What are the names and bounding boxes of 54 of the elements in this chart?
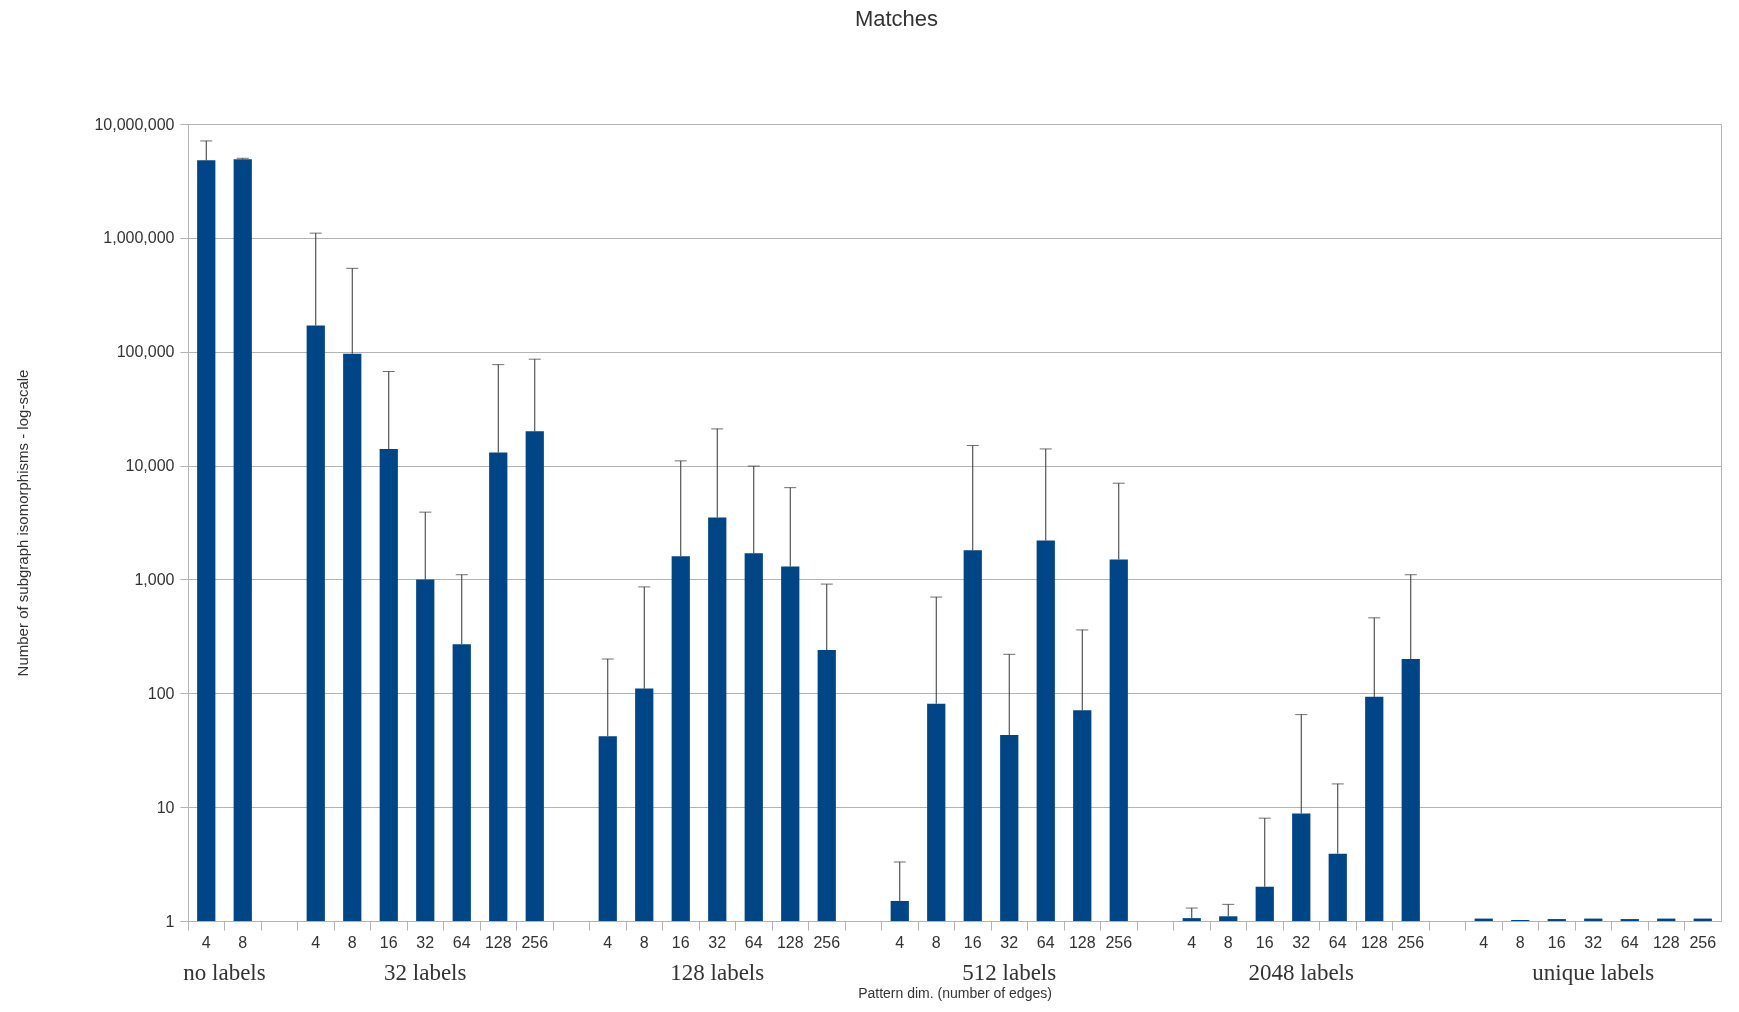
x-tick-label: 64 — [1036, 933, 1055, 951]
x-tick-label: 16 — [963, 933, 982, 951]
x-tick-label: 128 — [484, 933, 512, 951]
x-tick-label: 64 — [452, 933, 471, 951]
x-tick-label: 32 — [416, 933, 435, 951]
x-tick-label: 4 — [311, 933, 321, 951]
y-tick-label: 10,000,000 — [94, 115, 175, 133]
x-tick-label: 4 — [1187, 933, 1197, 951]
x-tick-label: 8 — [1223, 933, 1233, 951]
x-tick-label: 4 — [1479, 933, 1489, 951]
text: no labels — [183, 960, 266, 985]
x-tick-label: 16 — [379, 933, 398, 951]
x-tick-label: 256 — [813, 933, 841, 951]
x-tick-label: 16 — [1547, 933, 1566, 951]
x-tick-label: 64 — [1620, 933, 1639, 951]
x-tick-label: 4 — [895, 933, 905, 951]
x-tick-label: 8 — [238, 933, 248, 951]
x-tick-label: 256 — [1689, 933, 1717, 951]
x-tick-label: 16 — [1255, 933, 1274, 951]
x-tick-label: 64 — [744, 933, 763, 951]
text: 128 labels — [670, 960, 765, 985]
y-tick-label: 10,000 — [125, 457, 175, 475]
x-tick-label: 32 — [1000, 933, 1019, 951]
y-axis-title: Number of subgraph isomorphisms - log-scale — [13, 369, 31, 677]
x-tick-label: 256 — [1397, 933, 1425, 951]
x-tick-label: 128 — [776, 933, 804, 951]
x-tick-label: 64 — [1328, 933, 1347, 951]
x-tick-label: 256 — [1105, 933, 1133, 951]
y-tick-label: 10 — [156, 798, 175, 816]
y-tick-label: 1,000 — [134, 570, 175, 588]
text: 32 labels — [384, 960, 467, 985]
x-tick-label: 8 — [639, 933, 649, 951]
x-tick-label: 32 — [1292, 933, 1311, 951]
text: 512 labels — [962, 960, 1057, 985]
text: unique labels — [1532, 960, 1655, 985]
x-tick-label: 128 — [1360, 933, 1388, 951]
y-tick-label: 100 — [147, 684, 175, 702]
x-tick-label: 8 — [1515, 933, 1525, 951]
x-tick-label: 32 — [1584, 933, 1603, 951]
x-tick-label: 8 — [347, 933, 357, 951]
x-tick-label: 32 — [708, 933, 727, 951]
x-tick-label: 16 — [671, 933, 690, 951]
chart-title: Matches — [854, 6, 939, 31]
x-tick-label: 128 — [1068, 933, 1096, 951]
x-tick-label: 8 — [931, 933, 941, 951]
x-tick-label: 128 — [1652, 933, 1680, 951]
x-tick-label: 4 — [603, 933, 613, 951]
text: 2048 labels — [1248, 960, 1354, 985]
y-tick-label: 1 — [165, 912, 175, 930]
y-tick-label: 100,000 — [116, 343, 175, 361]
x-tick-label: 256 — [521, 933, 549, 951]
y-tick-label: 1,000,000 — [103, 229, 175, 247]
x-tick-label: 4 — [201, 933, 211, 951]
x-axis-title: Pattern dim. (number of edges) — [858, 984, 1052, 1001]
